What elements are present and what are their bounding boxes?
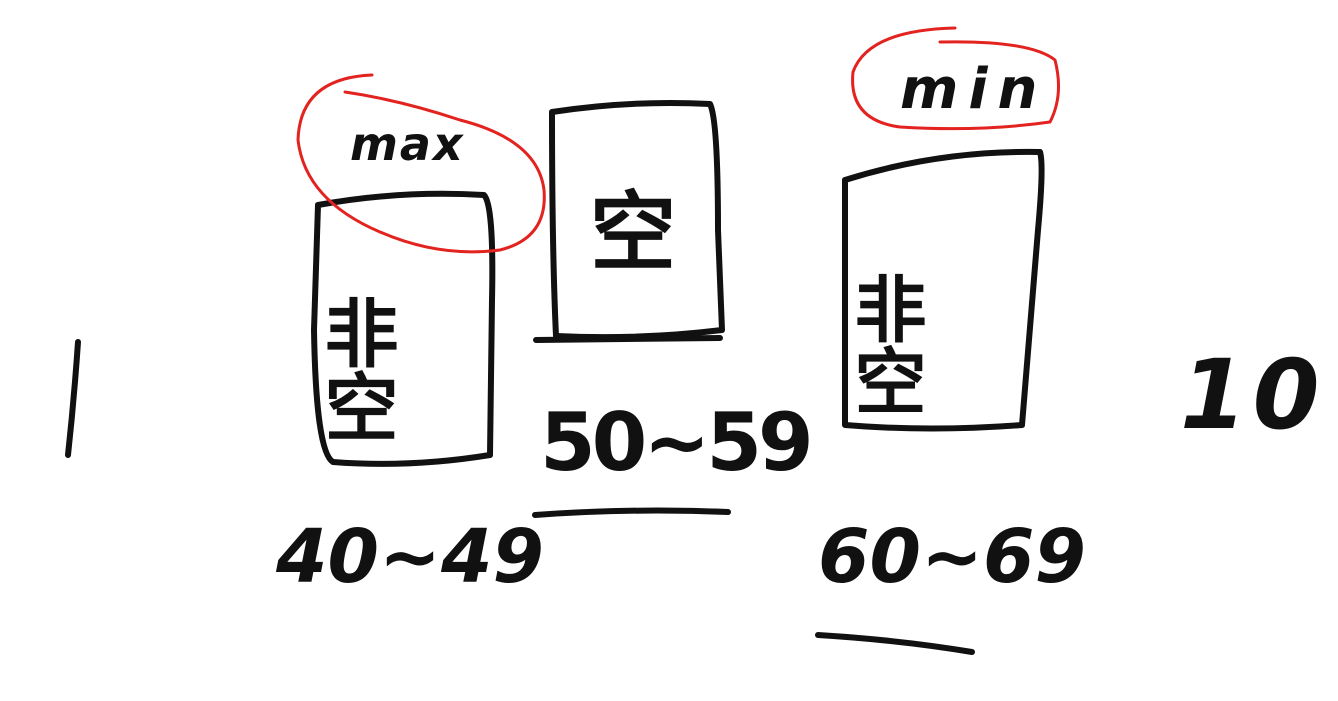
bucket-range-label: 60~69: [818, 514, 1086, 600]
bucket-range-label: 50~59: [540, 396, 810, 489]
bucket-40-49: 非空 40~49 max: [275, 73, 546, 600]
right-bound-mark: 10: [1180, 339, 1326, 451]
bucket-box: [841, 148, 1045, 432]
left-bound-stroke: [65, 339, 81, 458]
range-underline: [532, 507, 731, 518]
bucket-box: [549, 100, 725, 341]
bucket-content-label: 非空: [312, 295, 398, 443]
left-bound-label: 1: [60, 459, 61, 461]
bucket-tag-label: min: [900, 57, 1047, 122]
bucket-box: [311, 190, 496, 467]
bucket-60-69: 非空 60~69 min: [815, 26, 1086, 655]
right-bound-label: 10: [1180, 339, 1326, 451]
bucket-content-label: 非空: [842, 272, 926, 416]
max-highlight-circle: [296, 73, 546, 254]
bucket-base-line: [533, 335, 723, 343]
bucket-content-label: 空: [590, 183, 676, 283]
range-underline: [815, 632, 975, 655]
min-highlight-circle: [851, 26, 1060, 131]
bucket-range-label: 40~49: [275, 514, 544, 600]
bucket-50-59: 空 50~59: [532, 100, 814, 518]
bucket-tag-label: max: [350, 117, 465, 171]
